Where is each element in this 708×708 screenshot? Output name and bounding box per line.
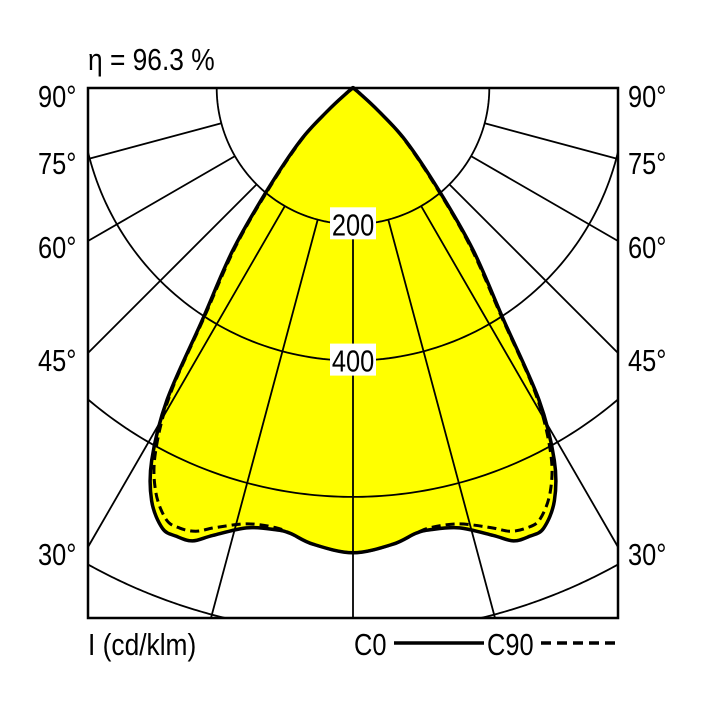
series-c0-curve [148,85,558,555]
radial-label-bg-200 [330,207,376,240]
grid-ray-60-right [470,155,619,242]
angle-label-right-75: 75° [628,147,666,182]
radial-label-bg-400 [330,343,376,376]
angle-label-right-60: 60° [628,231,666,266]
unit-label: I (cd/klm) [88,628,196,662]
legend-c0-label: C0 [354,628,386,663]
grid-circle-800-left [87,563,226,619]
angle-label-left-60: 60° [38,231,76,266]
angle-label-left-30: 30° [38,538,76,573]
radial-labels: 200 400 [330,207,376,379]
legend-c90-label: C90 [487,628,534,663]
angle-label-right-90: 90° [628,80,666,115]
angle-label-right-45: 45° [628,344,666,379]
angle-label-left-45: 45° [38,344,76,379]
grid-ray-75-left [87,122,222,160]
grid-circle-800-right [480,563,619,619]
polar-grid [87,87,619,619]
grid-ray-60-left [87,155,236,242]
angle-label-left-75: 75° [38,147,76,182]
radial-label-400: 400 [332,344,374,379]
grid-ray-30-left [87,205,286,548]
angle-label-left-90: 90° [38,80,76,115]
grid-ray-45-left [87,183,258,354]
angle-label-right-30: 30° [628,538,666,573]
grid-ray-30-right [420,205,619,548]
grid-ray-45-right [448,183,619,354]
curves [148,85,558,555]
radial-label-200: 200 [332,208,374,243]
frame [86,86,620,620]
grid-ray-15-left [210,219,319,619]
grid-ray-75-right [484,122,619,160]
grid-ray-15-right [387,219,496,619]
efficiency-label: η = 96.3 % [88,43,215,77]
